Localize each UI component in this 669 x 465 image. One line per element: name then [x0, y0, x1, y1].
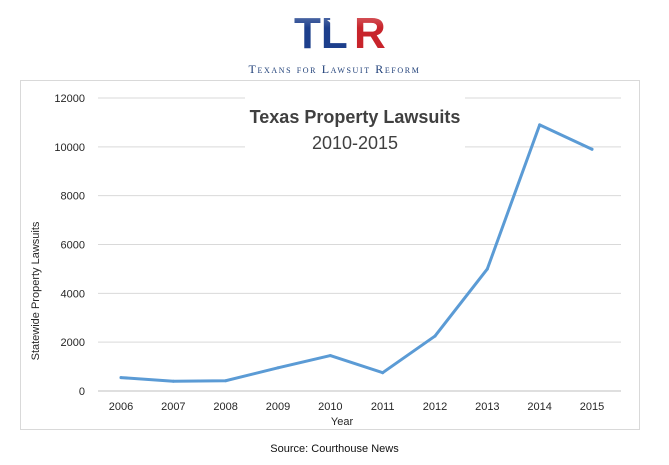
- y-axis-ticks: 0 2000 4000 6000 8000 10000 12000: [54, 93, 85, 398]
- data-point-2009: [276, 366, 280, 370]
- x-tick-label: 2010: [318, 401, 342, 413]
- series-line: [119, 123, 594, 383]
- data-point-2013: [485, 267, 489, 271]
- data-point-2011: [381, 371, 385, 375]
- x-tick-label: 2006: [109, 401, 133, 413]
- chart-area: 0 2000 4000 6000 8000 10000 12000 2006 2007 2008…: [20, 80, 640, 430]
- x-axis-label: Year: [331, 416, 354, 428]
- y-tick-label: 8000: [61, 191, 85, 203]
- data-point-2007: [171, 379, 175, 383]
- data-point-2015: [590, 147, 594, 151]
- x-axis-ticks: 2006 2007 2008 2009 2010 2011 2012 2013 2014 2015: [109, 401, 604, 413]
- org-name: Texans for Lawsuit Reform: [248, 62, 421, 76]
- chart-title: Texas Property Lawsuits: [250, 107, 461, 127]
- y-tick-label: 6000: [61, 240, 85, 252]
- series-layer: [119, 123, 594, 383]
- x-tick-label: 2011: [371, 401, 395, 413]
- data-point-2012: [433, 334, 437, 338]
- data-point-2010: [328, 354, 332, 358]
- chart-subtitle: 2010-2015: [312, 133, 398, 153]
- x-tick-label: 2008: [213, 401, 237, 413]
- x-tick-label: 2012: [423, 401, 447, 413]
- source-note: Source: Courthouse News: [270, 443, 399, 455]
- gridlines: [98, 97, 621, 392]
- y-tick-label: 4000: [61, 288, 85, 300]
- line-chart: 0 2000 4000 6000 8000 10000 12000 2006 2007 2008…: [30, 93, 621, 428]
- y-axis-label: Statewide Property Lawsuits: [30, 221, 42, 360]
- data-point-2006: [119, 376, 123, 380]
- x-tick-label: 2013: [475, 401, 499, 413]
- x-tick-label: 2015: [580, 401, 604, 413]
- x-tick-label: 2007: [161, 401, 185, 413]
- y-tick-label: 10000: [54, 142, 85, 154]
- x-tick-label: 2009: [266, 401, 290, 413]
- tlr-logo: TL R: [292, 8, 392, 56]
- y-tick-label: 2000: [61, 337, 85, 349]
- title-backdrop: [245, 97, 465, 155]
- x-tick-label: 2014: [527, 401, 551, 413]
- y-tick-label: 0: [79, 386, 85, 398]
- data-point-2014: [538, 123, 542, 127]
- data-point-2008: [224, 379, 228, 383]
- y-tick-label: 12000: [54, 93, 85, 105]
